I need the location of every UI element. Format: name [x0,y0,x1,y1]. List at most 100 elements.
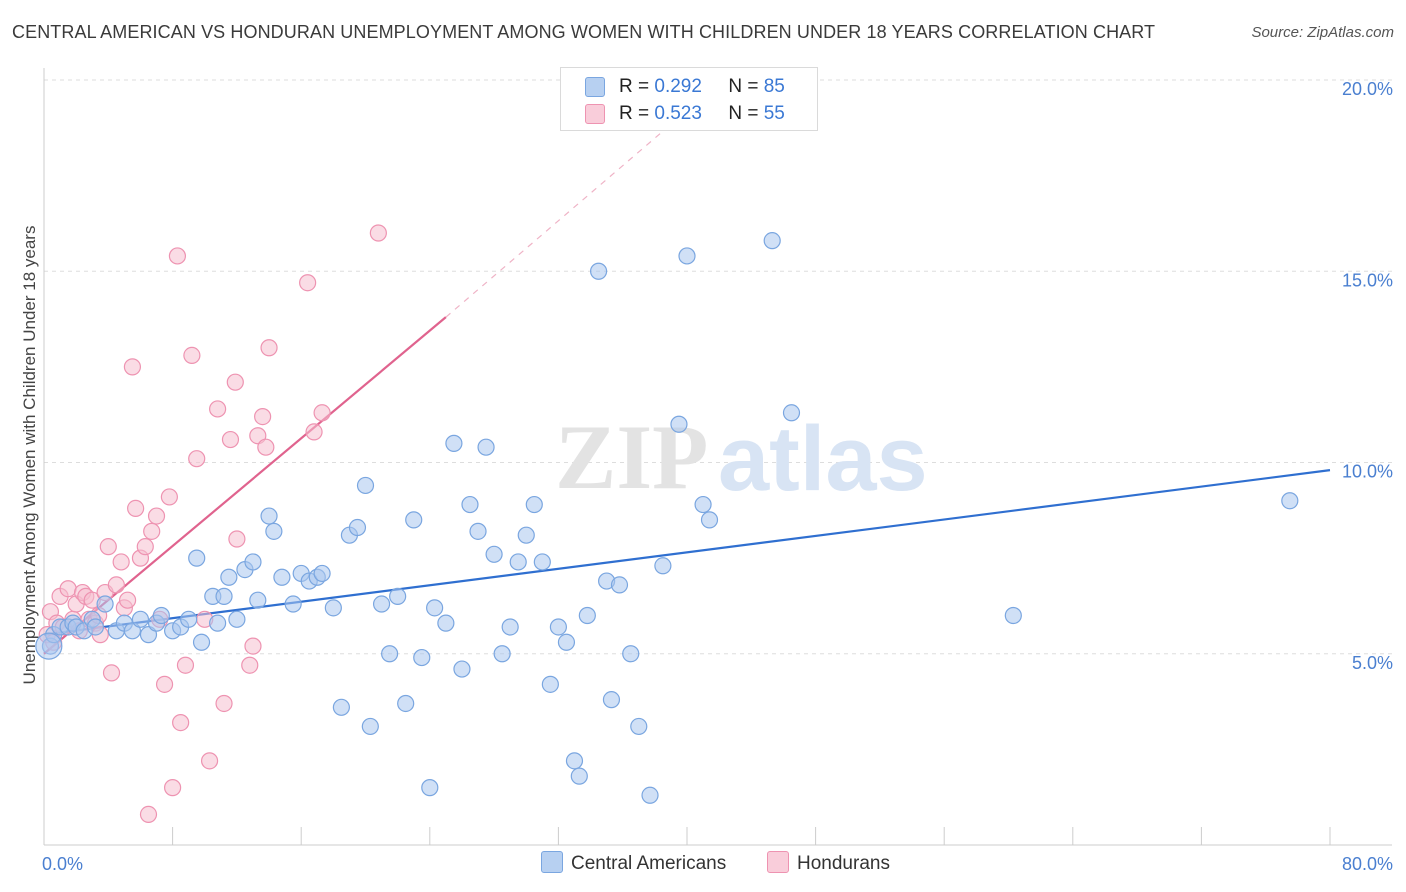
hondurans-point [228,530,246,548]
hondurans-point [260,339,278,357]
legend-label: Central Americans [571,853,727,874]
legend-item-central-americans[interactable]: Central Americans [541,851,726,877]
x-tick-label: 0.0% [42,854,83,874]
central-americans-point [413,648,431,667]
hondurans-point [172,713,190,732]
y-tick-label: 15.0% [1342,270,1393,290]
central-americans-point [96,595,114,613]
hondurans-point [176,656,195,674]
hondurans-point [143,522,161,540]
central-americans-point [445,434,463,452]
legend-item-hondurans[interactable]: Hondurans [767,851,890,877]
central-americans-point [509,553,527,571]
chart-source: Source: ZipAtlas.com [1251,24,1394,41]
central-americans-point [437,614,455,632]
central-americans-point [180,610,198,628]
hondurans-point [209,400,227,418]
central-americans-point [549,618,568,636]
central-americans-point [215,587,233,605]
central-americans-point [678,247,696,265]
hondurans-point [305,423,323,441]
points-layer [35,224,1299,824]
central-americans-point [557,633,576,651]
hondurans-point [147,507,166,525]
hondurans-point [244,637,262,655]
central-americans-point [260,507,278,525]
hondurans-point [107,576,125,594]
central-americans-point [209,614,227,632]
central-americans-point [131,610,150,628]
central-americans-point [578,606,596,625]
central-americans-point [525,495,543,514]
hondurans-point [241,656,259,674]
central-americans-point [641,786,659,804]
hondurans-point [123,358,142,376]
hondurans-point [369,224,387,242]
hondurans-point [164,779,182,797]
central-americans-point [421,779,439,797]
central-americans-point [477,438,495,456]
correlation-legend: R = 0.292 N = 85 R = 0.523 N = 55 [560,67,818,131]
central-americans-point [244,553,262,571]
hondurans-point [118,591,137,609]
central-americans-point [654,557,672,575]
central-americans-point [533,553,551,571]
hondurans-point [313,404,331,422]
central-americans-point [188,549,206,567]
pink-swatch-icon [767,851,789,873]
central-americans-point [152,606,170,625]
chart-title: CENTRAL AMERICAN VS HONDURAN UNEMPLOYMEN… [12,22,1156,42]
legend-r-label: R = [619,76,650,97]
hondurans-point [127,499,145,517]
y-tick-label: 20.0% [1342,79,1393,99]
central-americans-point [501,618,519,636]
watermark-atlas: atlas [718,408,928,510]
central-americans-point [610,576,629,594]
hondurans-point [183,346,201,364]
central-americans-point [670,415,688,433]
watermark: ZIP atlas [555,406,928,510]
central-americans-point [493,645,511,663]
x-tick-label: 80.0% [1342,854,1393,874]
central-americans-point [220,568,238,586]
hondurans-point [139,805,158,824]
legend-r-value: 0.523 [654,103,702,124]
central-americans-point [405,511,423,529]
central-americans-point [324,599,342,617]
legend-label: Hondurans [797,853,890,874]
central-americans-point [589,262,608,280]
central-americans-point [469,522,487,540]
central-americans-point [570,767,588,785]
central-americans-point [249,591,267,609]
central-americans-point [228,610,246,628]
central-americans-point [461,495,479,514]
central-americans-point [86,618,105,636]
central-americans-point [313,564,331,583]
central-americans-point [389,587,407,605]
central-americans-point [630,717,648,736]
central-americans-point [763,232,781,250]
central-americans-point [602,691,621,709]
y-tick-label: 5.0% [1352,653,1393,673]
blue-swatch-icon [585,77,605,97]
central-americans-point [265,522,283,540]
hondurans-point [221,430,240,449]
central-americans-point [356,476,375,495]
hondurans-point [136,538,154,556]
central-americans-point [485,545,503,563]
central-americans-point [517,526,535,544]
legend-r-value: 0.292 [654,76,702,97]
central-americans-point [192,633,211,651]
central-americans-point [381,645,399,663]
axis-layer [43,68,1392,846]
central-americans-point [782,404,801,422]
legend-n-value: 55 [763,103,785,124]
central-americans-point [622,645,640,663]
hondurans-point [168,247,187,265]
hondurans-point [99,538,117,556]
hondurans-point [102,664,121,682]
central-americans-point [694,495,712,514]
legend-n-label: N = [728,103,759,124]
hondurans-point [155,675,174,693]
